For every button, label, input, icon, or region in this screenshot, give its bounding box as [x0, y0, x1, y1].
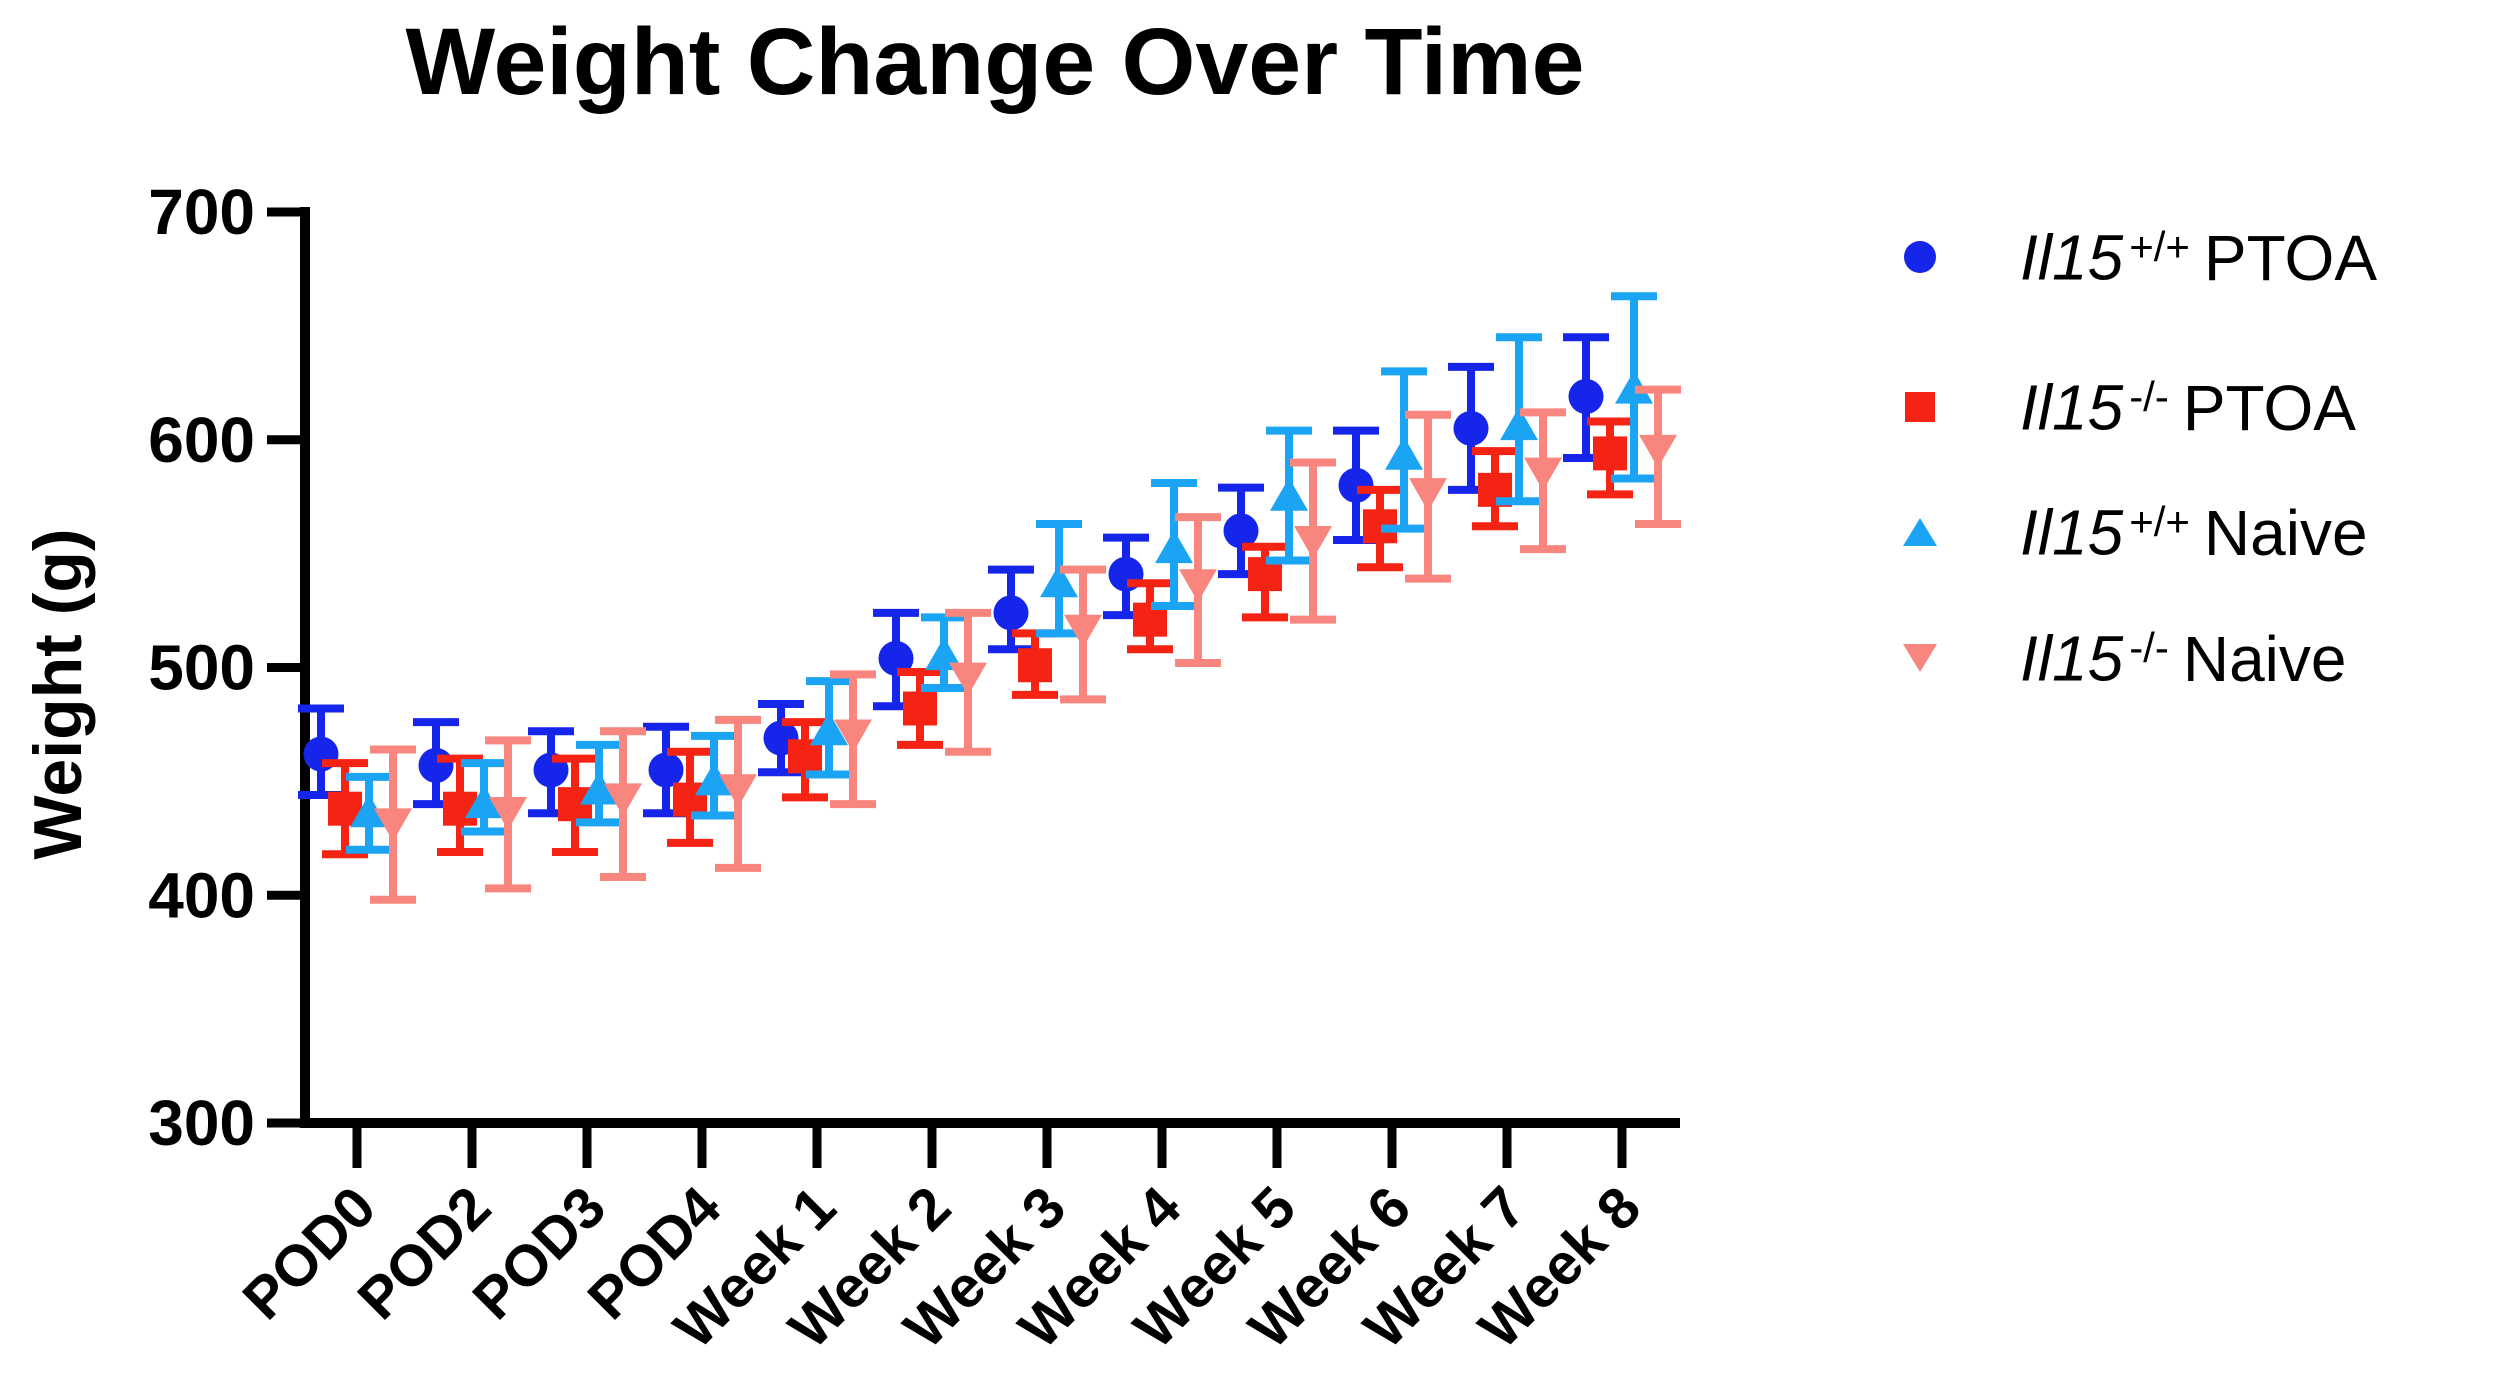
legend-label: Il15 -/- Naive [2020, 622, 2347, 695]
data-point [1587, 417, 1633, 499]
legend-item: Il15 -/- Naive [1898, 616, 2346, 700]
legend-item: Il15 -/- PTOA [1898, 365, 2356, 449]
data-point [1266, 426, 1312, 565]
data-point [576, 740, 622, 827]
chart-title: Weight Change Over Time [405, 9, 1585, 115]
data-point [988, 565, 1034, 654]
data-point [782, 718, 828, 802]
legend-label: Il15 +/+ PTOA [2020, 221, 2378, 294]
data-point [1242, 542, 1288, 622]
data-point [1520, 408, 1566, 554]
data-point [1563, 333, 1609, 462]
data-point [715, 715, 761, 872]
legend-item: Il15 +/+ PTOA [1898, 215, 2377, 299]
data-point [1472, 447, 1518, 531]
y-tick-label: 400 [148, 859, 255, 931]
data-point [1175, 513, 1221, 667]
legend-label: Il15 -/- PTOA [2020, 371, 2356, 444]
y-axis: 700 600 500 400 300 [148, 176, 310, 1159]
data-point [1060, 565, 1106, 704]
data-point [830, 670, 876, 809]
data-point [1496, 333, 1542, 506]
data-point [921, 613, 967, 692]
data-point [1333, 426, 1379, 544]
data-point [1381, 367, 1427, 533]
square-legend-icon [1898, 392, 1942, 422]
data-point [1151, 479, 1197, 611]
data-point [461, 759, 507, 836]
y-tick-label: 600 [148, 404, 255, 476]
data-point [1448, 362, 1494, 494]
data-point [1290, 458, 1336, 624]
series-naive-wt [346, 292, 1657, 854]
y-tick-label: 700 [148, 176, 255, 248]
data-point [1012, 629, 1058, 699]
data-point [485, 736, 531, 893]
data-point [346, 772, 392, 854]
y-axis-label: Weight (g) [20, 528, 96, 860]
data-point [691, 731, 737, 820]
y-tick-label: 300 [148, 1087, 255, 1159]
data-point [945, 608, 991, 756]
data-point [1635, 385, 1681, 529]
data-point [806, 677, 852, 779]
x-tick-label: POD0 [231, 1174, 389, 1332]
circle-legend-icon [1898, 241, 1942, 273]
data-point [897, 668, 943, 749]
legend-label: Il15 +/+ Naive [2020, 496, 2368, 569]
legend-item: Il15 +/+ Naive [1898, 490, 2368, 574]
data-point [1036, 520, 1082, 638]
data-point [1127, 579, 1173, 654]
data-point [1611, 292, 1657, 483]
data-point [600, 727, 646, 882]
series-naive-ko [370, 385, 1681, 904]
y-tick-label: 500 [148, 632, 255, 704]
data-point [1405, 410, 1451, 583]
data-point [1218, 483, 1264, 579]
x-tick-label: POD3 [461, 1174, 619, 1332]
triangle-up-legend-icon [1898, 518, 1942, 546]
data-point [370, 745, 416, 904]
x-tick-label: POD2 [346, 1174, 504, 1332]
triangle-down-legend-icon [1898, 644, 1942, 672]
data-point [667, 747, 713, 847]
